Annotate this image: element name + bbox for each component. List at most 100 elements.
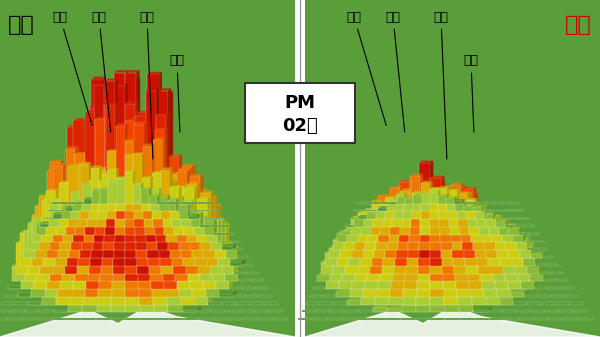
Bar [487,217,496,227]
Polygon shape [73,206,76,211]
Bar [98,295,112,297]
Bar [489,217,499,235]
Polygon shape [367,212,379,214]
Bar [412,193,421,219]
Bar [390,295,403,297]
Polygon shape [358,211,371,213]
Polygon shape [363,232,377,235]
Bar [82,248,92,250]
Bar [520,218,529,219]
Polygon shape [388,304,392,312]
Bar [478,272,491,274]
Polygon shape [173,206,177,274]
Polygon shape [383,201,395,203]
Polygon shape [172,196,184,198]
Bar [457,218,466,219]
Polygon shape [34,243,51,246]
Polygon shape [210,221,214,274]
Polygon shape [484,273,488,297]
Bar [347,226,358,242]
Polygon shape [375,286,393,289]
Bar [31,295,45,297]
Polygon shape [351,228,354,235]
Polygon shape [392,205,404,207]
Bar [488,240,500,266]
Bar [397,202,406,204]
Polygon shape [377,272,380,297]
Bar [144,177,153,227]
Bar [140,291,154,312]
Polygon shape [399,208,402,242]
Polygon shape [152,144,154,219]
Bar [430,306,445,312]
Bar [71,192,80,219]
Polygon shape [394,203,406,205]
Bar [173,171,185,274]
Polygon shape [170,91,173,258]
Polygon shape [457,200,469,202]
Bar [65,151,77,274]
Polygon shape [53,197,56,242]
Polygon shape [334,259,337,274]
Bar [170,256,181,258]
Polygon shape [452,211,466,214]
Polygon shape [200,250,217,252]
Bar [105,233,115,235]
Bar [194,218,204,235]
Bar [356,202,365,204]
Polygon shape [115,103,118,227]
Bar [392,249,405,281]
Bar [541,302,555,305]
Bar [76,233,85,235]
Polygon shape [242,259,245,266]
Bar [527,248,538,250]
Bar [360,264,372,266]
Bar [63,183,73,242]
Bar [394,272,406,274]
Bar [111,310,125,312]
Polygon shape [152,171,163,173]
Polygon shape [455,247,472,250]
Bar [43,241,53,242]
Bar [39,196,50,250]
Polygon shape [527,237,530,250]
Bar [160,264,172,266]
Bar [508,235,520,258]
Polygon shape [115,79,118,235]
Bar [157,91,168,250]
Bar [454,201,462,204]
Polygon shape [116,124,127,126]
Polygon shape [523,240,527,266]
Bar [407,264,418,266]
Polygon shape [400,188,413,191]
Bar [45,295,58,297]
Polygon shape [499,226,512,228]
Bar [54,310,68,312]
Polygon shape [56,270,74,273]
Polygon shape [208,197,211,242]
Bar [114,256,125,258]
Bar [68,202,76,204]
Bar [115,160,125,227]
Polygon shape [430,251,434,281]
Bar [150,200,163,281]
Bar [395,210,404,211]
Bar [166,295,179,297]
Bar [46,233,56,235]
Bar [468,279,481,281]
Polygon shape [398,212,401,250]
Polygon shape [395,202,410,205]
Polygon shape [92,106,107,108]
Bar [404,287,417,289]
Polygon shape [65,206,76,208]
Bar [214,318,229,320]
Bar [409,248,419,250]
Bar [55,264,67,266]
Bar [168,248,179,250]
Bar [330,266,343,281]
Polygon shape [125,156,141,158]
Polygon shape [350,288,354,297]
Bar [82,210,91,211]
Polygon shape [421,178,423,227]
Bar [170,171,181,258]
